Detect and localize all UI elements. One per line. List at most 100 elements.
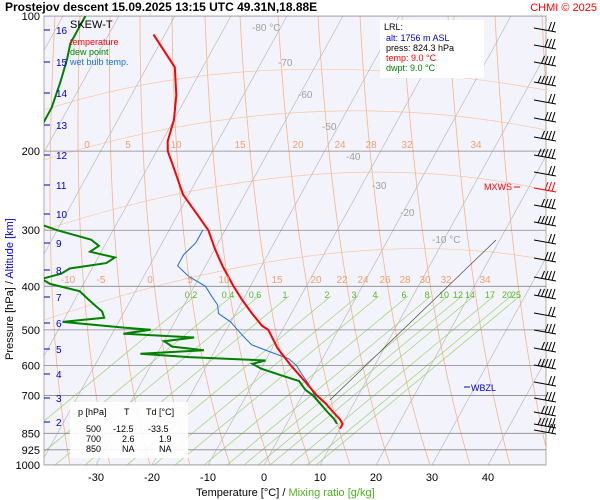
- isotherm-line: [207, 16, 456, 465]
- dry-adiabat-label: 0: [84, 140, 90, 151]
- wind-barb: [533, 148, 557, 160]
- altitude-tick-label: 11: [56, 181, 67, 192]
- altitude-tick-label: 5: [56, 345, 62, 356]
- series-line-temperature: [152, 34, 344, 430]
- mixing-ratio-label: 17: [485, 290, 495, 300]
- dry-adiabat-label: 15: [271, 275, 283, 286]
- altitude-tick-label: 9: [56, 239, 62, 250]
- plot-area: [43, 15, 547, 466]
- mixing-ratio-label: 20: [502, 290, 512, 300]
- wind-barb: [533, 130, 557, 142]
- isotherm-label: -10 °C: [432, 235, 460, 246]
- dry-adiabat-label: 28: [365, 140, 377, 151]
- dry-adiabat-label: 34: [479, 275, 491, 286]
- mxws-marker: MXWS: [484, 182, 512, 192]
- mixing-ratio-label: 0.6: [249, 290, 262, 300]
- wind-barb: [533, 323, 557, 335]
- table-header-td: Td [°C]: [146, 407, 174, 417]
- lrl-dewpoint: dwpt: 9.0 °C: [386, 63, 436, 73]
- y-axis-title-pressure: Pressure [hPa]: [4, 287, 16, 360]
- altitude-tick-label: 16: [56, 26, 68, 37]
- temperature-tick-label: 10: [314, 472, 326, 484]
- series-line-dew-point: [44, 16, 338, 425]
- temperature-tick-label: -30: [88, 472, 104, 484]
- altitude-tick-label: 3: [56, 394, 62, 405]
- wind-barb: [533, 21, 557, 33]
- altitude-tick-labels: 2 3 4 5 6 7 8 9 10 11 12 13 14 15 16: [44, 26, 68, 429]
- dry-adiabat-label: 32: [401, 140, 413, 151]
- mixing-ratio-label: 0.4: [222, 290, 235, 300]
- isotherm-labels: -80 °C -70 -60 -50 -40 -30 -20 -10 °C: [252, 23, 460, 246]
- mixing-ratio-line: [306, 295, 512, 465]
- altitude-tick-label: 13: [56, 121, 68, 132]
- wind-barb: [533, 215, 557, 227]
- temperature-tick-label: 20: [370, 472, 382, 484]
- dry-adiabat-label: 10: [170, 140, 182, 151]
- mixing-ratio-label: 14: [465, 290, 475, 300]
- legend-item-dew-point: dew point: [70, 47, 109, 57]
- pressure-tick-label: 500: [22, 325, 40, 337]
- pressure-tick-label: 925: [22, 445, 40, 457]
- dry-adiabat-labels: 0 5 10 15 20 24 28 32 34 -10 -5 0 5 10 15 20 22 24 26 28 30 3…: [61, 140, 491, 286]
- pressure-tick-label: 700: [22, 390, 40, 402]
- dry-adiabat-label: 30: [419, 275, 431, 286]
- dry-adiabat-label: 20: [310, 275, 322, 286]
- temperature-tick-labels: -30 -20 -10 0 10 20 30 40: [88, 472, 494, 484]
- pressure-tick-label: 850: [22, 428, 40, 440]
- isotherm-label: -50: [322, 122, 337, 133]
- wbzl-marker: WBZL: [471, 383, 496, 393]
- wind-barb: [533, 391, 557, 403]
- isotherm-line: [487, 358, 546, 465]
- wind-barb: [533, 93, 557, 105]
- isotherm-label: -70: [278, 58, 293, 69]
- wind-barb: [533, 270, 557, 282]
- table-cell: 500: [86, 424, 101, 434]
- table-cell: 700: [86, 434, 101, 444]
- mixing-ratio-line: [226, 295, 432, 465]
- isotherm-arcs: [44, 68, 546, 321]
- wind-barbs: [533, 21, 557, 435]
- reference-line: [329, 239, 497, 401]
- mixing-ratio-labels: 0.2 0.4 0.6 1 2 3 4 6 8 10 12 14 17 2025: [185, 290, 521, 300]
- y-axis-title: Pressure [hPa] / Altitude [km]: [4, 218, 16, 360]
- mixing-ratio-line: [174, 295, 380, 465]
- isotherm-label: -30: [372, 181, 387, 192]
- temperature-tick-label: 0: [261, 472, 267, 484]
- isotherm-line: [431, 257, 546, 465]
- pressure-tick-label: 600: [22, 360, 40, 372]
- x-axis-title-separator: /: [279, 487, 288, 499]
- isotherm-line: [44, 16, 176, 255]
- altitude-tick-label: 2: [56, 418, 62, 429]
- isotherm-line: [95, 16, 344, 465]
- altitude-tick-label: 12: [56, 151, 68, 162]
- mixing-ratio-label: 12: [453, 290, 463, 300]
- table-header-t: T: [124, 407, 130, 417]
- wind-barb: [533, 233, 557, 245]
- dry-adiabat-label: 5: [187, 275, 193, 286]
- isotherm-label: -80 °C: [252, 23, 280, 34]
- y-axis-title-altitude: Altitude [km]: [4, 218, 16, 279]
- wind-barb: [533, 55, 557, 67]
- pressure-tick-label: 300: [22, 225, 40, 237]
- wind-barb: [533, 251, 557, 263]
- dry-adiabat-label: 15: [234, 140, 246, 151]
- credit-text: CHMI © 2025: [530, 2, 597, 14]
- isotherm-line: [151, 16, 400, 465]
- y-axis-title-separator: /: [4, 279, 16, 288]
- wind-barb: [533, 165, 557, 177]
- table-cell: 850: [86, 444, 101, 454]
- mixing-ratio-label: 6: [401, 290, 406, 300]
- altitude-tick-label: 4: [56, 370, 62, 381]
- wind-barb: [533, 111, 557, 123]
- mixing-ratio-line: [269, 295, 475, 465]
- lrl-temperature: temp: 9.0 °C: [386, 53, 437, 63]
- mixing-ratio-label: 4: [372, 290, 377, 300]
- temperature-tick-label: -10: [200, 472, 216, 484]
- chart-title: Prostejov descent 15.09.2025 13:15 UTC 4…: [5, 0, 317, 14]
- dry-adiabat-label: 5: [125, 140, 131, 151]
- dry-adiabat-label: 26: [379, 275, 391, 286]
- isotherm-line: [44, 16, 120, 153]
- altitude-tick-label: 8: [56, 266, 62, 277]
- isotherm-line: [319, 53, 546, 465]
